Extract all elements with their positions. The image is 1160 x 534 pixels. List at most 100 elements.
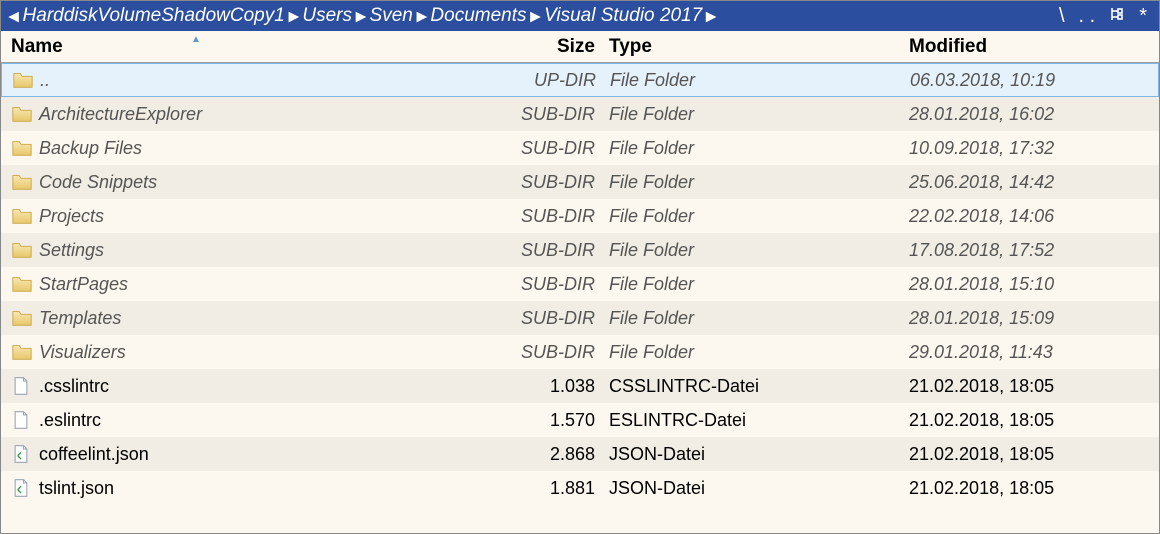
breadcrumb-sep-icon: ▸	[415, 5, 429, 28]
breadcrumb-sep-icon: ▸	[287, 5, 301, 28]
file-name: Settings	[39, 240, 104, 261]
list-item[interactable]: Templates SUB-DIRFile Folder28.01.2018, 1…	[1, 301, 1159, 335]
column-header-row: Name ▲ Size Type Modified	[1, 31, 1159, 63]
file-name: Backup Files	[39, 138, 142, 159]
breadcrumb-segment[interactable]: HarddiskVolumeShadowCopy1	[23, 5, 285, 27]
list-item[interactable]: .. UP-DIRFile Folder06.03.2018, 10:19	[1, 63, 1159, 97]
file-modified: 28.01.2018, 15:10	[901, 272, 1159, 297]
list-item[interactable]: StartPagesSUB-DIRFile Folder28.01.2018, …	[1, 267, 1159, 301]
column-header-type[interactable]: Type	[601, 34, 901, 60]
file-size: 1.038	[511, 374, 601, 399]
file-icon	[11, 477, 33, 499]
file-modified: 21.02.2018, 18:05	[901, 374, 1159, 399]
file-icon	[11, 443, 33, 465]
file-size: SUB-DIR	[511, 340, 601, 365]
file-name: Visualizers	[39, 342, 126, 363]
list-item[interactable]: ProjectsSUB-DIRFile Folder22.02.2018, 14…	[1, 199, 1159, 233]
folder-icon	[11, 307, 33, 329]
folder-icon	[11, 137, 33, 159]
file-size: UP-DIR	[512, 68, 602, 93]
file-icon	[11, 409, 33, 431]
folder-icon	[11, 239, 33, 261]
file-type: File Folder	[601, 136, 901, 161]
breadcrumb-sep-icon: ▸	[704, 5, 718, 28]
folder-icon	[11, 205, 33, 227]
toolbar-star-icon[interactable]: *	[1139, 5, 1147, 28]
folder-icon	[11, 273, 33, 295]
breadcrumb-segment[interactable]: Sven	[370, 5, 413, 27]
file-type: JSON-Datei	[601, 476, 901, 501]
file-name: Projects	[39, 206, 104, 227]
breadcrumb-segment[interactable]: Users	[302, 5, 352, 27]
file-name: Code Snippets	[39, 172, 157, 193]
file-name: coffeelint.json	[39, 444, 149, 465]
list-item[interactable]: tslint.json1.881JSON-Datei21.02.2018, 18…	[1, 471, 1159, 505]
file-modified: 17.08.2018, 17:52	[901, 238, 1159, 263]
breadcrumb-segment[interactable]: Visual Studio 2017	[544, 5, 702, 27]
folder-icon	[12, 69, 34, 91]
column-header-name[interactable]: Name ▲	[1, 34, 511, 60]
file-size: SUB-DIR	[511, 170, 601, 195]
file-name: ArchitectureExplorer	[39, 104, 202, 125]
sort-ascending-icon: ▲	[191, 34, 201, 45]
file-name: tslint.json	[39, 478, 114, 499]
breadcrumb-sep-icon: ▸	[529, 5, 543, 28]
file-type: File Folder	[601, 272, 901, 297]
column-header-label: Name	[11, 36, 63, 58]
file-size: SUB-DIR	[511, 306, 601, 331]
file-type: File Folder	[602, 68, 902, 93]
breadcrumb-segment[interactable]: Documents	[430, 5, 526, 27]
column-header-label: Type	[609, 36, 652, 57]
file-type: ESLINTRC-Datei	[601, 408, 901, 433]
column-header-modified[interactable]: Modified	[901, 34, 1159, 60]
list-item[interactable]: Code Snippets SUB-DIRFile Folder25.06.201…	[1, 165, 1159, 199]
folder-icon	[11, 341, 33, 363]
list-item[interactable]: .eslintrc 1.570ESLINTRC-Datei21.02.2018, …	[1, 403, 1159, 437]
file-size: SUB-DIR	[511, 238, 601, 263]
list-item[interactable]: .csslintrc 1.038CSSLINTRC-Datei21.02.2018…	[1, 369, 1159, 403]
file-size: SUB-DIR	[511, 204, 601, 229]
file-modified: 21.02.2018, 18:05	[901, 408, 1159, 433]
list-item[interactable]: Backup Files SUB-DIRFile Folder10.09.2018…	[1, 131, 1159, 165]
toolbar-tree-icon[interactable]	[1109, 5, 1125, 28]
file-size: SUB-DIR	[511, 272, 601, 297]
breadcrumb-toolbar: \ . . *	[1059, 5, 1153, 28]
file-type: File Folder	[601, 340, 901, 365]
file-list: ..UP-DIRFile Folder06.03.2018, 10:19 Arc…	[1, 63, 1159, 505]
file-type: JSON-Datei	[601, 442, 901, 467]
toolbar-root-icon[interactable]: \	[1059, 5, 1065, 28]
file-modified: 10.09.2018, 17:32	[901, 136, 1159, 161]
column-header-label: Modified	[909, 36, 987, 57]
toolbar-dots-icon[interactable]: . .	[1079, 5, 1096, 28]
file-icon	[11, 375, 33, 397]
file-modified: 06.03.2018, 10:19	[902, 68, 1158, 93]
file-size: SUB-DIR	[511, 102, 601, 127]
file-type: File Folder	[601, 204, 901, 229]
file-name: Templates	[39, 308, 121, 329]
breadcrumb-sep-icon: ▸	[354, 5, 368, 28]
file-modified: 21.02.2018, 18:05	[901, 476, 1159, 501]
file-name: .csslintrc	[39, 376, 109, 397]
file-size: 1.570	[511, 408, 601, 433]
file-modified: 28.01.2018, 16:02	[901, 102, 1159, 127]
file-type: File Folder	[601, 170, 901, 195]
list-item[interactable]: ArchitectureExplorerSUB-DIRFile Folder28…	[1, 97, 1159, 131]
file-size: 2.868	[511, 442, 601, 467]
breadcrumb-back-icon[interactable]: ◂	[7, 5, 21, 28]
file-name: ..	[40, 70, 50, 91]
file-size: SUB-DIR	[511, 136, 601, 161]
breadcrumb[interactable]: ◂ HarddiskVolumeShadowCopy1 ▸ Users ▸ Sv…	[7, 5, 718, 28]
column-header-label: Size	[557, 36, 595, 57]
folder-icon	[11, 103, 33, 125]
file-type: CSSLINTRC-Datei	[601, 374, 901, 399]
folder-icon	[11, 171, 33, 193]
list-item[interactable]: Visualizers SUB-DIRFile Folder29.01.2018,…	[1, 335, 1159, 369]
list-item[interactable]: SettingsSUB-DIRFile Folder17.08.2018, 17…	[1, 233, 1159, 267]
file-name: .eslintrc	[39, 410, 101, 431]
file-modified: 25.06.2018, 14:42	[901, 170, 1159, 195]
file-type: File Folder	[601, 306, 901, 331]
list-item[interactable]: coffeelint.json2.868JSON-Datei21.02.2018…	[1, 437, 1159, 471]
file-modified: 29.01.2018, 11:43	[901, 340, 1159, 365]
file-modified: 28.01.2018, 15:09	[901, 306, 1159, 331]
column-header-size[interactable]: Size	[511, 34, 601, 60]
